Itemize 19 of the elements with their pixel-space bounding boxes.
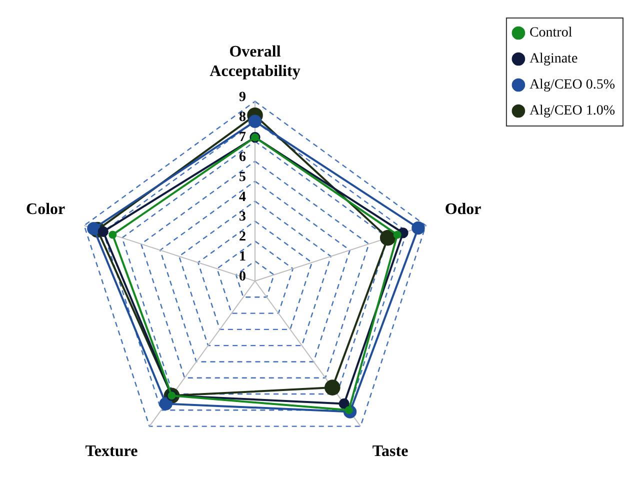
y-tick-label: 2 (239, 230, 246, 245)
spoke-label: Taste (372, 443, 408, 460)
y-tick-label: 7 (239, 130, 246, 145)
legend-label: Alginate (529, 52, 578, 67)
legend-label: Alg/CEO 0.5% (529, 78, 616, 93)
y-tick-label: 0 (239, 270, 246, 285)
y-tick-label: 1 (239, 250, 246, 265)
y-tick-label: 8 (239, 110, 246, 125)
y-tick-label: 5 (239, 170, 246, 185)
legend-label: Alg/CEO 1.0% (529, 104, 616, 119)
y-tick-label: 9 (239, 90, 246, 106)
spoke-label: Color (26, 200, 66, 218)
spoke-label: Odor (444, 200, 482, 218)
spoke-label: Texture (85, 443, 138, 460)
y-tick-label: 3 (239, 210, 246, 225)
spoke-label: Overall Acceptability (210, 44, 300, 80)
y-tick-label: 4 (239, 190, 246, 205)
legend-label: Control (529, 26, 572, 41)
y-tick-label: 6 (239, 150, 246, 165)
